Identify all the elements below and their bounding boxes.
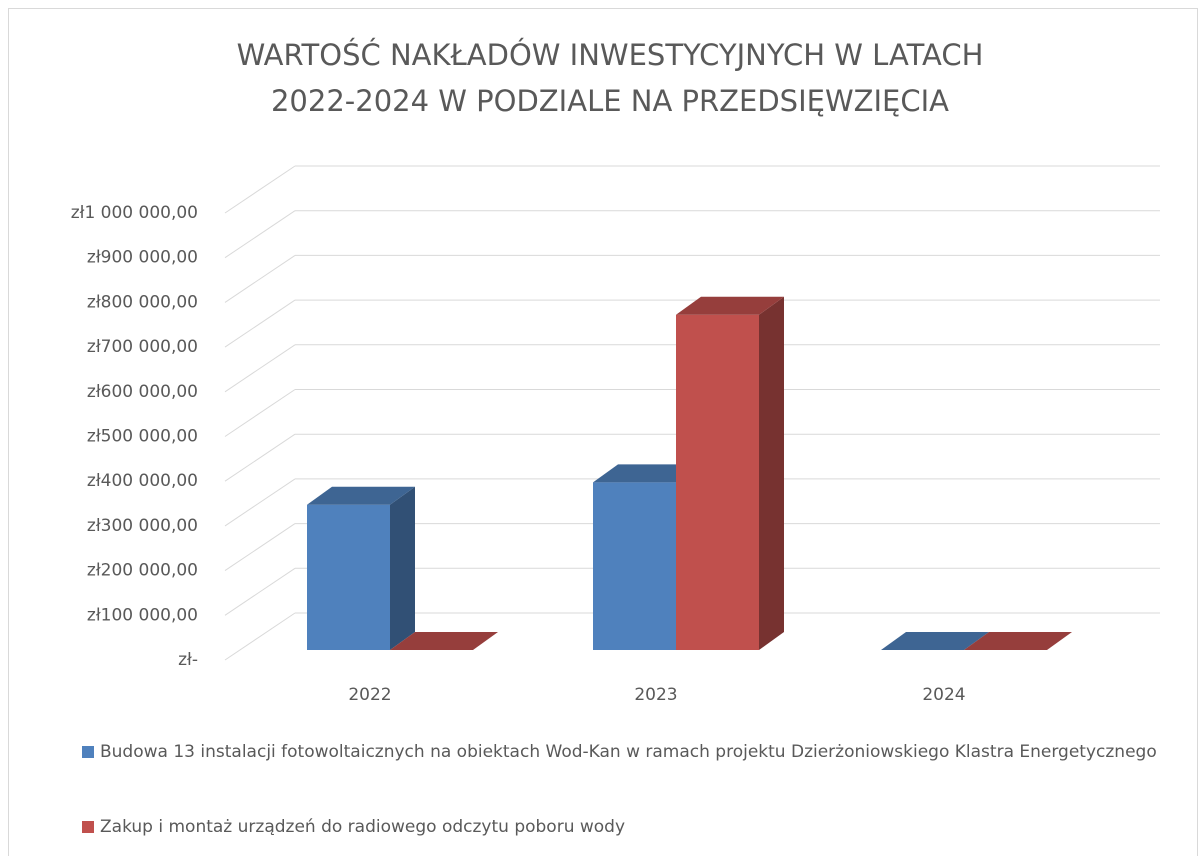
y-tick-label: zł500 000,00 (87, 427, 198, 447)
bar-top (390, 632, 498, 650)
legend-label: Zakup i montaż urządzeń do radiowego odc… (100, 817, 626, 837)
bar-top (593, 464, 701, 483)
chart-title: WARTOŚĆ NAKŁADÓW INWESTYCYJNYCH W LATACH… (236, 38, 984, 118)
bar (593, 482, 676, 650)
chart-frame (8, 8, 1198, 856)
grid-line-side (224, 389, 296, 437)
y-tick-label: zł- (178, 650, 198, 670)
bar-top (964, 632, 1072, 650)
bar-side (390, 486, 415, 650)
y-tick-label: zł100 000,00 (87, 605, 198, 625)
bar-side (759, 296, 784, 650)
y-tick-label: zł700 000,00 (87, 337, 198, 357)
grid-line-side (224, 433, 296, 482)
y-tick-label: zł1 000 000,00 (71, 203, 198, 223)
bar-top (676, 296, 784, 315)
grid-line-side (224, 210, 296, 259)
y-tick-label: zł300 000,00 (87, 516, 198, 536)
grid-line-side (224, 612, 296, 661)
bar (676, 314, 759, 650)
legend-swatch (82, 821, 94, 833)
grid-line-side (224, 344, 296, 393)
y-tick-label: zł900 000,00 (87, 248, 198, 268)
x-tick-label: 2023 (634, 685, 677, 705)
bar-top (307, 486, 415, 505)
legend-swatch (82, 746, 94, 758)
x-tick-label: 2022 (348, 685, 391, 705)
y-tick-label: zł600 000,00 (87, 382, 198, 402)
grid-line-side (224, 165, 296, 214)
grid-line-side (224, 523, 296, 572)
x-tick-label: 2024 (922, 685, 965, 705)
grid-line-side (224, 478, 296, 527)
grid-line-side (224, 567, 296, 616)
y-tick-label: zł200 000,00 (87, 561, 198, 581)
y-tick-label: zł400 000,00 (87, 471, 198, 491)
grid-line-side (224, 254, 296, 303)
bar-top (881, 632, 989, 650)
y-tick-label: zł800 000,00 (87, 292, 198, 312)
grid-line-side (224, 299, 296, 348)
legend-label: Budowa 13 instalacji fotowoltaicznych na… (100, 742, 1157, 762)
bar (307, 504, 390, 650)
